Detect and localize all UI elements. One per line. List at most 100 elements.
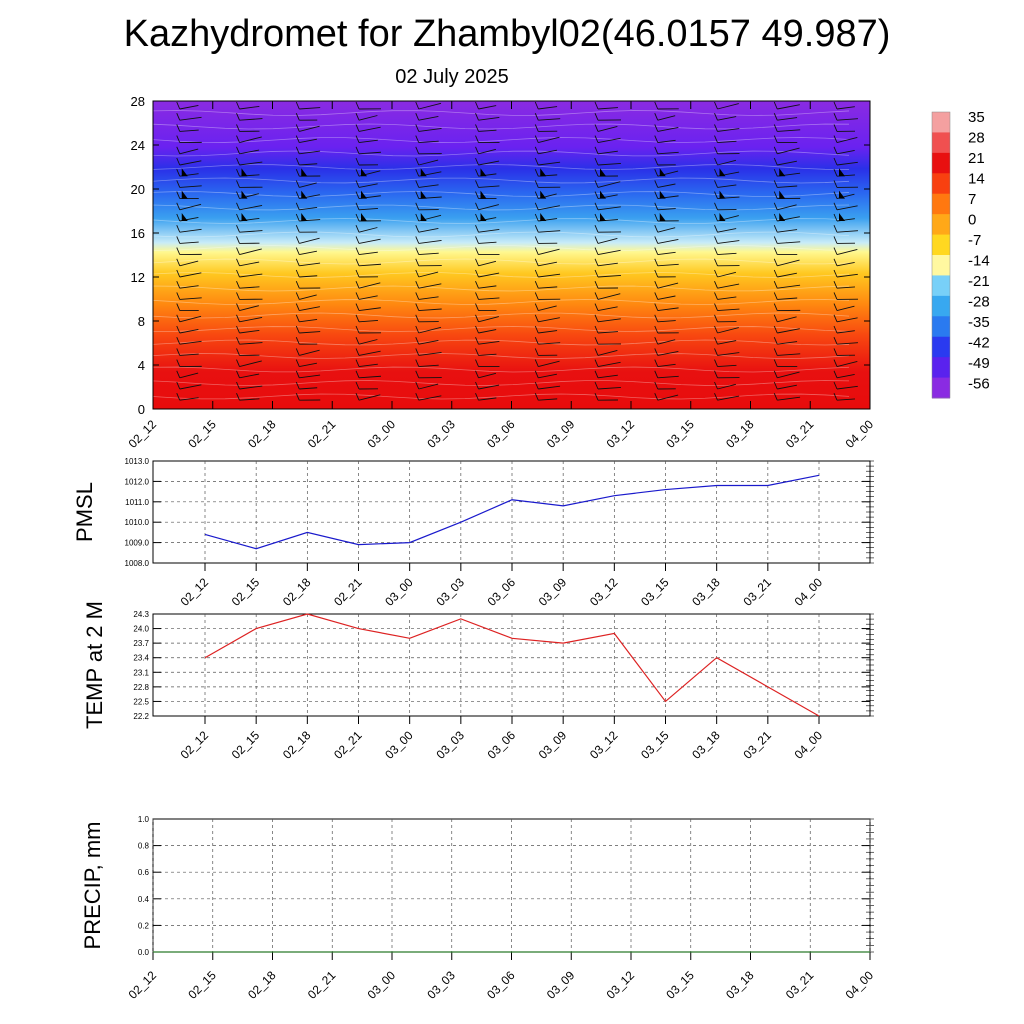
- wind-barb-flag: [415, 258, 420, 266]
- wind-barb-flag: [654, 325, 659, 334]
- wind-barb-flag: [236, 348, 240, 356]
- wind-barb: [179, 228, 202, 233]
- wind-barb-flag: [534, 314, 539, 322]
- wind-barb: [179, 129, 199, 132]
- wind-barb-flag: [415, 381, 420, 390]
- colorbar-swatch: [932, 295, 950, 317]
- wind-barb: [777, 297, 798, 300]
- wind-barb-flag: [236, 258, 240, 266]
- y-tick-label: 0.6: [138, 868, 150, 877]
- wind-barb: [717, 395, 740, 401]
- colorbar-label: -21: [968, 273, 990, 290]
- wind-pennant: [301, 213, 308, 221]
- wind-barb-flag: [714, 180, 718, 188]
- wind-barb-flag: [833, 359, 838, 367]
- wind-barb-flag: [415, 325, 420, 334]
- colorbar-swatch: [932, 214, 950, 236]
- wind-barb: [418, 227, 439, 233]
- wind-barb: [717, 128, 740, 132]
- x-tick-label: 02_15: [229, 575, 263, 609]
- wind-barb: [777, 396, 801, 401]
- wind-barb: [777, 160, 797, 166]
- wind-barb-flag: [714, 348, 718, 356]
- wind-barb: [836, 273, 858, 278]
- wind-barb-flag: [654, 314, 659, 322]
- wind-barb-flag: [773, 381, 778, 390]
- wind-barb: [478, 297, 500, 300]
- wind-barb-flag: [833, 269, 838, 278]
- wind-barb-flag: [773, 135, 778, 143]
- wind-barb: [777, 241, 801, 244]
- wind-pennant: [600, 213, 606, 221]
- wind-barb-flag: [475, 191, 479, 199]
- wind-barb-flag: [355, 101, 360, 110]
- contour-line: [152, 380, 850, 386]
- y-tick-label: 12: [131, 270, 145, 285]
- wind-barb-flag: [654, 191, 659, 199]
- wind-barb: [179, 340, 202, 345]
- wind-barb-flag: [355, 146, 360, 154]
- wind-barb: [179, 372, 199, 379]
- wind-barb-flag: [176, 113, 181, 121]
- wind-pennant: [361, 168, 367, 177]
- wind-barb: [657, 394, 679, 401]
- wind-barb: [179, 104, 199, 110]
- wind-barb-flag: [594, 146, 599, 154]
- wind-pennant: [719, 190, 726, 199]
- wind-barb-flag: [475, 370, 479, 378]
- wind-barb-flag: [295, 325, 300, 334]
- wind-barb-flag: [833, 292, 838, 300]
- wind-barb-flag: [176, 180, 181, 188]
- wind-barb: [538, 230, 561, 233]
- wind-barb-flag: [475, 292, 479, 300]
- wind-barb-flag: [295, 213, 300, 222]
- wind-barb: [836, 161, 858, 166]
- wind-barb-flag: [534, 303, 539, 311]
- wind-barb-flag: [534, 258, 539, 266]
- wind-barb-flag: [415, 348, 420, 356]
- wind-barb-flag: [714, 281, 718, 289]
- wind-barb-flag: [355, 135, 360, 143]
- wind-barb: [358, 339, 378, 345]
- wind-pennant: [301, 190, 308, 199]
- wind-barb: [657, 115, 676, 121]
- wind-barb: [239, 261, 260, 267]
- wind-barb: [538, 205, 560, 211]
- wind-barb-flag: [355, 359, 360, 367]
- wind-barb-flag: [475, 202, 479, 210]
- wind-barb-flag: [176, 258, 181, 266]
- wind-barb-flag: [534, 269, 539, 278]
- wind-barb: [239, 161, 263, 166]
- wind-barb: [836, 136, 858, 144]
- x-tick-label: 02_15: [185, 968, 219, 1002]
- wind-barb-flag: [534, 213, 539, 222]
- wind-barb-flag: [355, 202, 360, 210]
- wind-barb-flag: [714, 303, 718, 311]
- wind-barb: [358, 307, 381, 312]
- wind-barb: [239, 385, 263, 390]
- wind-pennant: [779, 213, 786, 221]
- x-tick-label: 03_21: [783, 417, 817, 451]
- wind-barb: [358, 363, 378, 368]
- wind-barb-flag: [236, 180, 240, 188]
- wind-barb-flag: [833, 169, 838, 177]
- y-tick-label: 4: [138, 358, 145, 373]
- wind-barb: [777, 204, 797, 211]
- wind-barb-flag: [654, 247, 659, 255]
- wind-barb: [179, 384, 202, 390]
- wind-barb-flag: [176, 292, 181, 300]
- wind-barb: [717, 140, 737, 144]
- y-tick-label: 8: [138, 314, 145, 329]
- wind-barb: [657, 339, 676, 345]
- x-tick-label: 03_21: [740, 728, 774, 762]
- wind-barb-flag: [415, 213, 420, 222]
- wind-barb-flag: [295, 247, 300, 255]
- wind-barb: [717, 352, 740, 356]
- wind-barb-flag: [594, 213, 599, 222]
- wind-barb-flag: [295, 337, 300, 345]
- wind-barb: [538, 360, 560, 368]
- wind-barb-flag: [415, 370, 420, 378]
- x-tick-label: 03_06: [485, 575, 519, 609]
- heatmap-field: [153, 101, 870, 409]
- x-tick-label: 03_18: [689, 575, 723, 609]
